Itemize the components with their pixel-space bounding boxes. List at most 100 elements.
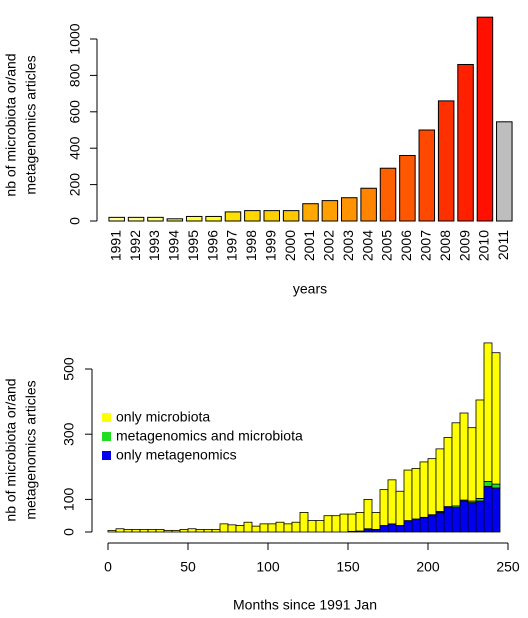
bar-segment	[107, 529, 117, 533]
x-tick-label: 250	[496, 559, 520, 575]
bar	[147, 216, 164, 222]
bar	[205, 215, 222, 222]
bar-segment	[451, 422, 461, 507]
bar-segment	[379, 489, 389, 526]
bar-segment	[283, 523, 293, 533]
bar-segment	[339, 513, 349, 533]
x-tick-label: 100	[256, 559, 280, 575]
bar-segment	[363, 498, 373, 530]
y-tick-label: 200	[67, 173, 83, 197]
bar-segment	[491, 483, 501, 489]
bar-segment	[291, 521, 301, 533]
bar-segment	[443, 437, 453, 507]
x-tick-label: 2001	[301, 230, 317, 261]
legend-label: only metagenomics	[116, 447, 237, 463]
bar-segment	[411, 518, 421, 533]
bar-segment	[163, 529, 173, 533]
bar	[437, 100, 455, 222]
y-tick-label: 1000	[67, 23, 83, 54]
x-axis-title: years	[293, 281, 327, 297]
bar	[224, 211, 242, 222]
bar-segment	[443, 507, 453, 533]
bar-segment	[459, 500, 469, 533]
bar-segment	[483, 481, 493, 487]
x-tick-label: 1997	[224, 230, 240, 261]
bar-segment	[371, 512, 381, 530]
x-tick-label: 1999	[262, 230, 278, 261]
bar-segment	[147, 528, 157, 533]
x-tick-label: 1994	[166, 230, 182, 261]
bar	[457, 63, 474, 222]
bar-segment	[387, 479, 397, 525]
bar-segment	[259, 523, 269, 533]
bar-segment	[195, 528, 205, 533]
x-tick-label: 2006	[398, 230, 414, 261]
y-tick-label: 400	[67, 136, 83, 160]
x-tick-label: 1995	[185, 230, 201, 261]
y-axis-title: metagenomics articles	[23, 380, 39, 519]
bar-segment	[419, 516, 429, 533]
bar-segment	[139, 528, 149, 533]
bar-segment	[347, 513, 357, 532]
bar-segment	[475, 399, 485, 499]
y-axis-title: nb of microbiota or/and	[3, 53, 19, 196]
bar	[166, 218, 184, 222]
bar	[127, 216, 145, 222]
x-tick-label: 2010	[476, 230, 492, 261]
x-tick-label: 0	[104, 559, 112, 575]
bar-segment	[483, 485, 493, 533]
bar-segment	[179, 528, 189, 533]
bar-segment	[323, 515, 333, 533]
bar	[360, 187, 377, 222]
y-tick-label: 300	[61, 422, 77, 446]
y-tick-label: 600	[67, 100, 83, 124]
bar-segment	[235, 525, 245, 533]
legend-label: metagenomics and microbiota	[116, 428, 303, 444]
bar	[263, 210, 280, 222]
bar-segment	[219, 523, 229, 533]
bar-segment	[115, 528, 125, 533]
bar-segment	[451, 507, 461, 533]
bar-segment	[155, 528, 165, 533]
bar-segment	[331, 515, 341, 533]
bar-segment	[315, 520, 325, 533]
bar-segment	[491, 487, 501, 533]
y-tick-label: 0	[67, 217, 83, 225]
x-tick-label: 1991	[107, 230, 123, 261]
y-tick-label: 0	[61, 528, 77, 536]
bar-segment	[123, 528, 133, 533]
bar	[302, 203, 319, 222]
bar-segment	[203, 528, 213, 533]
bar-segment	[355, 512, 365, 532]
bar-segment	[211, 528, 221, 533]
bar-segment	[459, 412, 469, 501]
y-tick-label: 100	[61, 488, 77, 512]
bar-segment	[427, 458, 437, 516]
bar-segment	[251, 525, 261, 533]
legend-swatch	[102, 432, 111, 441]
x-tick-label: 2005	[379, 230, 395, 261]
bar-segment	[387, 523, 397, 533]
bar-segment	[171, 529, 181, 533]
bar	[341, 197, 358, 222]
bar-segment	[403, 520, 413, 533]
bar-segment	[131, 528, 141, 533]
legend-label: only microbiota	[116, 409, 210, 425]
bar	[476, 16, 494, 222]
x-tick-label: 50	[180, 559, 196, 575]
x-tick-label: 1998	[243, 230, 259, 261]
x-tick-label: 1996	[204, 230, 220, 261]
x-tick-label: 2002	[321, 230, 337, 261]
bar	[185, 215, 203, 222]
y-tick-label: 800	[67, 64, 83, 88]
bar-segment	[467, 502, 477, 533]
bar	[496, 121, 513, 222]
x-tick-label: 2004	[359, 230, 375, 261]
bar	[399, 154, 416, 222]
bar-segment	[419, 461, 429, 518]
bar-segment	[395, 525, 405, 533]
bar-segment	[363, 528, 373, 533]
x-tick-label: 2000	[282, 230, 298, 261]
x-tick-label: 2011	[495, 230, 511, 260]
